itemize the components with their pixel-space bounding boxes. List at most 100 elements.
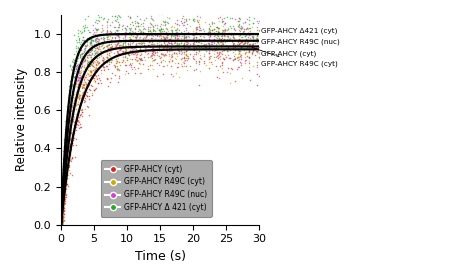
Point [58,207,65,211]
Point [240,10,247,14]
Point [85,36,92,41]
Point [145,29,152,33]
Point [59,202,66,207]
Point [69,136,76,140]
Point [69,118,76,123]
Point [206,44,213,48]
Point [163,47,171,51]
Point [59,226,66,231]
Point [107,50,114,54]
Point [235,21,243,26]
Point [65,154,73,158]
Point [89,38,97,42]
Point [88,37,95,42]
Point [61,150,68,155]
Point [212,28,219,33]
Point [80,37,88,42]
Point [76,35,83,40]
Point [77,69,84,74]
Point [85,56,92,61]
Point [58,205,65,209]
Point [235,28,242,33]
Point [235,39,242,43]
Point [65,145,73,149]
Point [236,49,243,53]
Point [76,85,83,89]
Point [68,157,75,161]
Point [85,61,92,66]
Point [235,23,243,28]
Point [75,78,82,82]
Point [210,55,218,59]
Point [153,23,160,27]
Point [100,16,107,21]
Point [216,37,224,42]
Point [127,39,134,44]
Point [137,57,144,62]
Point [61,182,68,186]
Point [77,96,85,100]
Point [149,48,157,52]
Point [151,28,159,33]
Point [61,186,68,191]
Point [59,193,67,197]
Point [127,36,134,41]
Point [115,7,122,11]
Point [91,38,99,42]
Point [192,47,200,51]
Point [74,81,82,86]
Point [61,168,68,173]
Point [65,110,73,115]
Point [124,56,131,61]
Point [59,211,66,215]
Point [226,16,234,20]
Point [151,36,158,40]
Point [78,64,86,69]
Point [206,38,213,43]
Point [60,181,68,186]
Point [80,35,87,39]
Point [196,33,203,38]
Point [180,39,188,44]
Point [60,174,68,179]
Point [122,63,130,67]
Point [75,103,82,107]
Point [161,41,168,46]
Point [154,41,161,45]
Point [68,133,75,137]
Point [66,64,73,69]
Point [58,189,66,193]
Point [201,20,209,24]
Point [58,206,66,211]
Point [59,200,66,204]
Point [224,34,232,39]
Point [66,85,73,90]
Point [199,27,206,31]
Point [148,23,155,27]
Point [109,35,116,39]
Point [175,40,183,45]
Point [59,195,67,199]
Point [61,190,68,194]
Point [135,58,142,63]
Point [231,48,239,52]
Point [73,67,80,71]
Point [214,26,222,31]
Point [76,29,84,33]
Point [93,21,101,26]
Point [229,49,237,54]
Point [223,48,230,52]
Point [219,12,226,16]
Point [75,126,83,130]
Point [207,54,215,58]
Point [59,195,67,200]
Point [60,153,68,158]
Point [93,56,101,60]
Point [193,45,201,49]
Point [113,50,120,54]
Point [61,172,68,177]
Point [159,31,167,36]
Point [189,17,197,22]
Point [58,197,65,201]
Point [241,19,248,24]
